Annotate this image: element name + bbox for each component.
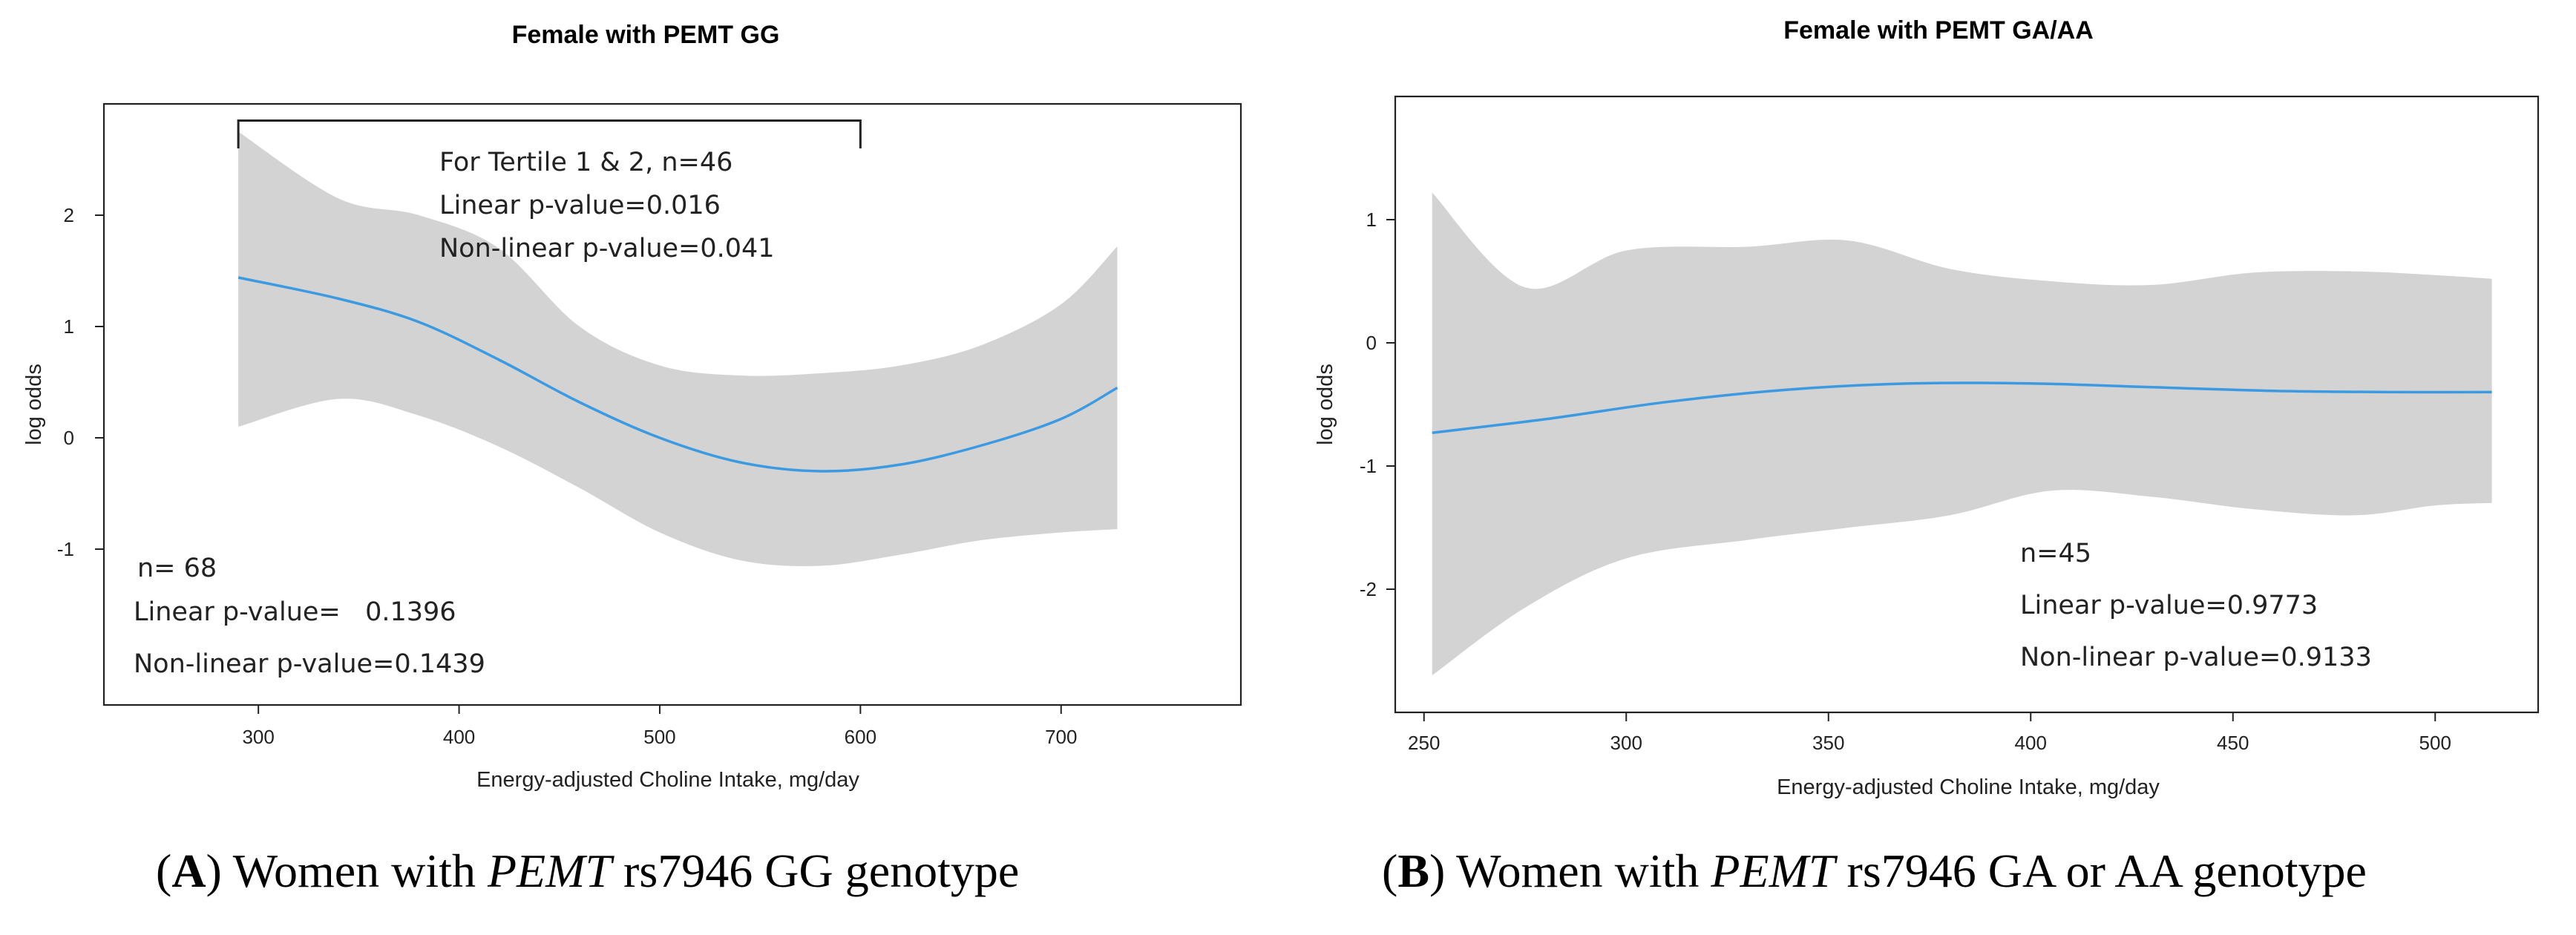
panel-a-annot-top-1: For Tertile 1 & 2, n=46 [439,148,733,177]
panel-a-plot-frame [102,102,1242,706]
x-tick-label: 350 [1812,732,1844,754]
panel-a-annot-nonlinear: Non-linear p-value=0.1439 [134,649,485,679]
x-tick-label: 300 [1610,732,1642,754]
x-tick-label: 600 [845,726,876,748]
y-tick-label: 0 [1366,332,1377,354]
panel-b-y-axis: -2 -1 0 1 [1360,209,1395,600]
panel-b-title: Female with PEMT GA/AA [1783,16,2094,45]
panel-b-estimate-line [1432,381,2492,434]
panel-a-title: Female with PEMT GG [512,21,780,49]
panel-b-plot-frame [1394,95,2540,714]
y-tick-label: 0 [64,427,74,449]
panel-a-confidence-band [238,131,1118,566]
panel-a-annot-n: n= 68 [137,554,217,583]
x-tick-label: 400 [2015,732,2047,754]
x-tick-label: 500 [643,726,675,748]
panel-a-annot-linear: Linear p-value= 0.1396 [134,597,456,627]
panel-a-annot-top-2: Linear p-value=0.016 [439,191,721,220]
panel-a-estimate-line [237,276,1118,473]
panel-b-annot-n: n=45 [2020,539,2091,568]
x-tick-label: 400 [443,726,475,748]
panel-b-annot-nonlinear: Non-linear p-value=0.9133 [2020,643,2372,672]
y-tick-label: -1 [1360,455,1377,477]
panel-a-y-axis: -1 0 1 2 [57,204,104,560]
y-tick-label: 2 [64,204,74,226]
panel-b-caption: (B) Women with PEMT rs7946 GA or AA geno… [1382,844,2367,897]
x-tick-label: 450 [2217,732,2249,754]
panel-a-x-axis: 300 400 500 600 700 [242,705,1077,748]
panel-a-tertile-bracket [237,119,862,148]
y-tick-label: -1 [57,538,74,560]
x-tick-label: 300 [242,726,274,748]
x-tick-label: 700 [1045,726,1077,748]
panel-b-annot-linear: Linear p-value=0.9773 [2020,591,2318,620]
panel-a-y-label: log odds [22,364,46,445]
panel-b-x-axis: 250 300 350 400 450 500 [1408,712,2451,754]
panel-b: Female with PEMT GA/AA 250 300 350 400 450 50… [1314,16,2540,897]
y-tick-label: -2 [1360,578,1377,600]
y-tick-label: 1 [1366,209,1377,231]
panel-a-x-label: Energy-adjusted Choline Intake, mg/day [476,768,859,792]
y-tick-label: 1 [64,315,74,338]
panel-b-y-label: log odds [1314,364,1337,445]
x-tick-label: 250 [1408,732,1440,754]
panel-b-x-label: Energy-adjusted Choline Intake, mg/day [1777,775,2160,799]
panel-a-caption: (A) Women with PEMT rs7946 GG genotype [156,844,1019,897]
panel-a-annot-top-3: Non-linear p-value=0.041 [439,234,775,263]
panel-b-confidence-band [1432,192,2492,676]
panel-a: Female with PEMT GG 300 400 500 600 700 -1 0 1… [22,21,1242,897]
x-tick-label: 500 [2419,732,2451,754]
